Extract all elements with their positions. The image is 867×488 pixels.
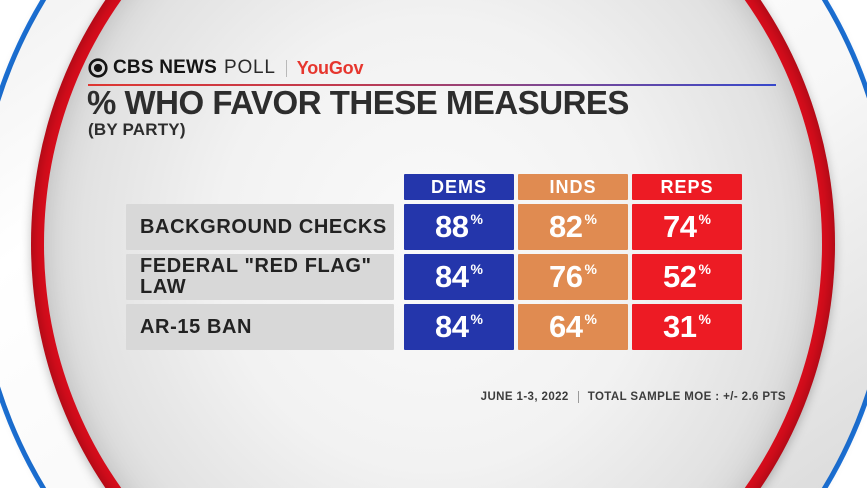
cbs-news-wordmark: CBS NEWS: [113, 57, 217, 78]
brand-bar: CBS NEWS POLL YouGov: [88, 56, 363, 80]
value-cell-dems: 84%: [404, 304, 514, 350]
value-number: 82: [549, 209, 583, 244]
value-cell-inds: 82%: [518, 204, 628, 250]
value-number: 64: [549, 309, 583, 344]
row-label-ar15-ban: AR-15 BAN: [126, 304, 394, 350]
poll-table: DEMS INDS REPS BACKGROUND CHECKS 88% 82%…: [126, 174, 742, 350]
row-label-background-checks: BACKGROUND CHECKS: [126, 204, 394, 250]
percent-sign: %: [470, 211, 483, 227]
value-cell-reps: 31%: [632, 304, 742, 350]
value-number: 84: [435, 309, 469, 344]
footer-note: JUNE 1-3, 2022 TOTAL SAMPLE MOE : +/- 2.…: [481, 390, 786, 404]
value-number: 74: [663, 209, 697, 244]
value-cell-inds: 64%: [518, 304, 628, 350]
column-header-reps: REPS: [632, 174, 742, 200]
brand-divider: [285, 59, 287, 77]
value-cell-dems: 84%: [404, 254, 514, 300]
value-cell-dems: 88%: [404, 204, 514, 250]
percent-sign: %: [470, 261, 483, 277]
column-header-inds: INDS: [518, 174, 628, 200]
value-cell-inds: 76%: [518, 254, 628, 300]
value-number: 76: [549, 259, 583, 294]
page-subtitle: (BY PARTY): [88, 120, 186, 139]
header-spacer: [126, 174, 400, 200]
percent-sign: %: [698, 211, 711, 227]
percent-sign: %: [584, 261, 597, 277]
page-title: % WHO FAVOR THESE MEASURES: [87, 84, 629, 121]
value-number: 84: [435, 259, 469, 294]
value-cell-reps: 52%: [632, 254, 742, 300]
value-number: 88: [435, 209, 469, 244]
column-header-dems: DEMS: [404, 174, 514, 200]
poll-date: JUNE 1-3, 2022: [480, 391, 569, 403]
value-cell-reps: 74%: [632, 204, 742, 250]
cbs-eye-icon: [88, 58, 108, 78]
brand-gradient-rule: [88, 84, 776, 86]
percent-sign: %: [584, 211, 597, 227]
percent-sign: %: [698, 311, 711, 327]
row-label-red-flag-law: FEDERAL "RED FLAG" LAW: [126, 254, 394, 300]
footer-divider: [577, 391, 579, 403]
moe-note: TOTAL SAMPLE MOE : +/- 2.6 PTS: [587, 391, 786, 403]
value-number: 31: [663, 309, 697, 344]
yougov-wordmark: YouGov: [296, 57, 364, 78]
poll-wordmark: POLL: [224, 57, 276, 78]
percent-sign: %: [584, 311, 597, 327]
percent-sign: %: [470, 311, 483, 327]
value-number: 52: [663, 259, 697, 294]
percent-sign: %: [698, 261, 711, 277]
